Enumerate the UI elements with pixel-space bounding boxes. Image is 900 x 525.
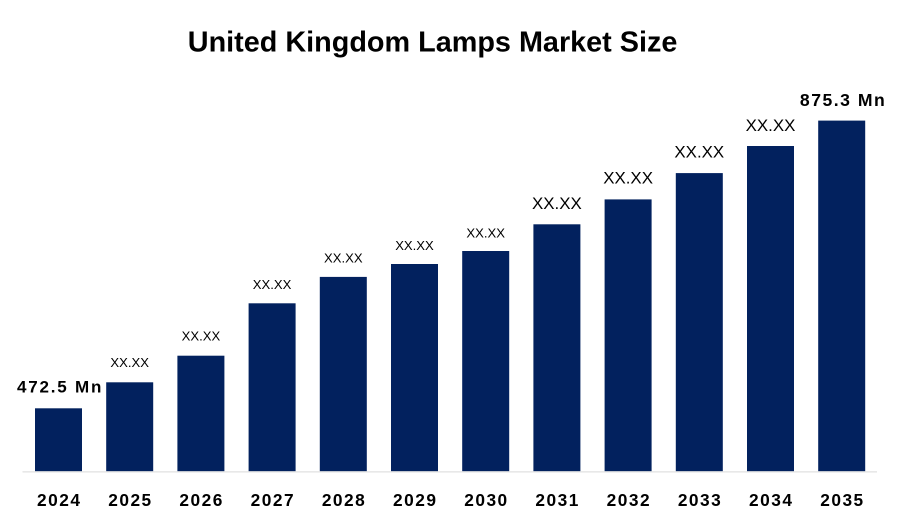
svg-text:XX.XX: XX.XX: [466, 225, 505, 240]
svg-text:2025: 2025: [108, 490, 152, 510]
svg-text:2033: 2033: [678, 490, 722, 510]
svg-text:2034: 2034: [749, 490, 793, 510]
svg-text:XX.XX: XX.XX: [324, 251, 363, 266]
svg-text:2024: 2024: [37, 490, 81, 510]
svg-text:XX.XX: XX.XX: [395, 238, 434, 253]
svg-text:2031: 2031: [535, 490, 579, 510]
svg-text:472.5 Mn: 472.5 Mn: [17, 378, 103, 397]
svg-text:United Kingdom Lamps Market Si: United Kingdom Lamps Market Size: [188, 26, 678, 58]
svg-text:875.3 Mn: 875.3 Mn: [800, 90, 886, 110]
svg-text:2029: 2029: [393, 490, 437, 510]
svg-text:XX.XX: XX.XX: [182, 329, 221, 344]
svg-text:2028: 2028: [322, 490, 366, 510]
svg-text:2035: 2035: [820, 490, 864, 510]
svg-text:XX.XX: XX.XX: [110, 355, 149, 370]
svg-text:XX.XX: XX.XX: [253, 277, 292, 292]
svg-text:XX.XX: XX.XX: [746, 116, 796, 135]
svg-text:2026: 2026: [179, 490, 223, 510]
svg-text:XX.XX: XX.XX: [674, 143, 724, 162]
svg-text:2030: 2030: [464, 490, 508, 510]
svg-text:2032: 2032: [607, 490, 651, 510]
svg-text:2027: 2027: [251, 490, 295, 510]
svg-text:XX.XX: XX.XX: [532, 194, 582, 213]
svg-text:XX.XX: XX.XX: [603, 168, 653, 187]
